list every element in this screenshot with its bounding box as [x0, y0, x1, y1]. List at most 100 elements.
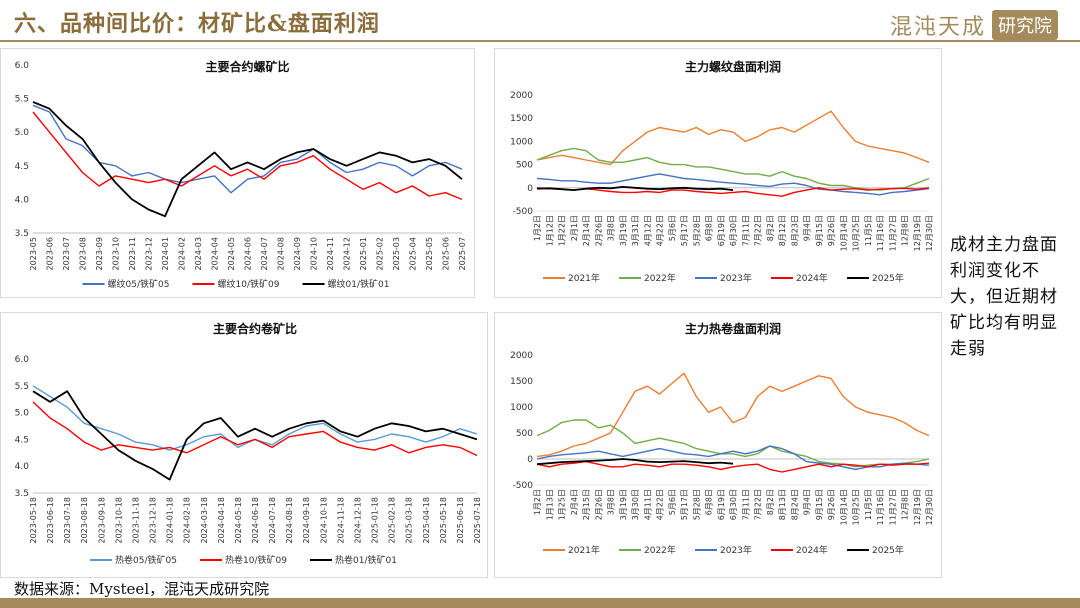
legend-label: 2023年	[720, 544, 752, 556]
series-line	[32, 390, 478, 481]
x-tick-label: 2025-05-18	[439, 497, 448, 544]
x-tick-label: 3月19日	[619, 215, 628, 246]
x-tick-label: 3月30日	[631, 489, 640, 520]
y-tick-label: 5.0	[15, 128, 30, 138]
x-tick-label: 2023-09	[95, 237, 104, 270]
x-tick-label: 5月28日	[692, 215, 701, 246]
x-tick-label: 5月6日	[668, 489, 677, 515]
y-tick-label: 4.0	[15, 195, 30, 205]
x-tick-label: 2024-11-18	[336, 497, 345, 544]
x-tick-label: 9月15日	[815, 215, 824, 246]
chart-title: 主要合约螺矿比	[205, 59, 289, 74]
x-tick-label: 8月13日	[778, 489, 787, 520]
hrc-profit-chart: 主力热卷盘面利润 -500 0 500 1000 1500 2000 1月2日 1月13日 1月2…	[510, 321, 934, 556]
y-tick-label: -500	[513, 207, 534, 217]
x-tick-label: 2024-01	[161, 237, 170, 270]
x-tick-label: 10月14日	[839, 215, 848, 251]
y-tick-label: 500	[516, 161, 533, 171]
y-tick-label: 3.5	[15, 489, 29, 499]
x-tick-label: 2023-12-18	[149, 497, 158, 544]
series-line	[32, 401, 478, 457]
series-line	[536, 372, 930, 458]
x-tick-label: 2024-02	[178, 237, 187, 270]
y-tick-label: 4.5	[15, 162, 29, 172]
data-source: 数据来源：Mysteel，混沌天成研究院	[14, 580, 270, 598]
x-tick-label: 2023-09-18	[97, 497, 106, 544]
x-tick-label: 9月4日	[803, 215, 812, 241]
x-tick-label: 6月19日	[717, 215, 726, 246]
x-tick-label: 2024-07	[260, 237, 269, 270]
x-tick-label: 2024-07-18	[268, 497, 277, 544]
x-tick-label: 2025-06-18	[456, 497, 465, 544]
series-line	[536, 186, 734, 191]
x-tick-label: 8月24日	[790, 489, 799, 520]
x-tick-label: 5月6日	[668, 215, 677, 241]
chart-title: 主力热卷盘面利润	[685, 321, 781, 336]
y-tick-label: 500	[516, 429, 533, 439]
x-tick-label: 2025-04	[409, 237, 418, 270]
x-tick-label: 2025-01-18	[371, 497, 380, 544]
legend-label: 2022年	[644, 544, 676, 556]
y-tick-label: 5.0	[15, 409, 30, 419]
x-tick-label: 1月12日	[545, 215, 554, 246]
legend-label: 热卷01/铁矿01	[335, 554, 397, 566]
x-tick-label: 2023-06-18	[46, 497, 55, 544]
x-tick-label: 9月26日	[827, 489, 836, 520]
page-title: 六、品种间比价：材矿比&盘面利润	[14, 11, 380, 37]
x-tick-label: 2月14日	[582, 215, 591, 246]
x-tick-label: 9月26日	[827, 215, 836, 246]
x-tick-label: 2024-06	[244, 237, 253, 270]
series-line	[536, 458, 734, 466]
legend-label: 2023年	[720, 272, 752, 284]
y-tick-label: 0	[527, 184, 533, 194]
y-tick-label: 1500	[510, 114, 533, 124]
y-tick-label: 1500	[510, 377, 533, 387]
x-tick-label: 10月25日	[852, 215, 861, 251]
x-tick-label: 11月27日	[888, 489, 897, 525]
x-tick-label: 12月8日	[901, 215, 910, 246]
x-tick-label: 2月15日	[582, 489, 591, 520]
x-tick-label: 2023-05-18	[29, 497, 38, 544]
x-tick-label: 1月13日	[545, 489, 554, 520]
logo-institute: 研究院	[992, 10, 1058, 40]
logo-brand: 混沌天成	[889, 15, 986, 40]
x-tick-label: 4月12日	[643, 215, 652, 246]
x-tick-label: 2024-12	[343, 237, 352, 270]
legend-label: 热卷10/铁矿09	[225, 554, 287, 566]
x-tick-label: 2024-10-18	[319, 497, 328, 544]
x-tick-label: 6月8日	[705, 215, 714, 241]
x-tick-label: 2023-10	[112, 237, 121, 270]
x-tick-label: 6月30日	[729, 215, 738, 246]
x-tick-label: 12月19日	[913, 489, 922, 525]
rebar-profit-chart-panel: 主力螺纹盘面利润 -500 0 500 1000 1500 2000 1月2日 1月12日 1月2…	[494, 48, 942, 298]
hrc-ratio-chart: 主要合约卷矿比 3.5 4.0 4.5 5.0 5.5 6.0 2023-05-18 2023-…	[15, 321, 482, 566]
x-tick-label: 8月12日	[778, 215, 787, 246]
x-tick-label: 2025-02-18	[388, 497, 397, 544]
x-tick-label: 2023-11-18	[131, 497, 140, 544]
series-line	[32, 111, 463, 201]
x-tick-label: 5月28日	[692, 489, 701, 520]
x-tick-label: 2024-08	[277, 237, 286, 270]
legend-label: 热卷05/铁矿05	[115, 554, 177, 566]
x-tick-label: 2月1日	[570, 215, 579, 241]
x-tick-label: 7月11日	[741, 489, 750, 520]
series-line	[536, 173, 930, 196]
rebar-ratio-chart: 主要合约螺矿比 3.5 4.0 4.5 5.0 5.5 6.0 2023-05 2023-06 2…	[15, 59, 467, 290]
y-tick-label: -500	[513, 481, 534, 491]
legend-label: 螺纹10/铁矿09	[218, 278, 280, 290]
x-tick-label: 2024-06-18	[251, 497, 260, 544]
legend-label: 2025年	[872, 544, 904, 556]
x-tick-label: 5月17日	[680, 215, 689, 246]
series-line	[32, 385, 478, 451]
legend-label: 螺纹01/铁矿01	[328, 278, 390, 290]
series-line	[536, 187, 930, 197]
conclusion-note: 成材主力盘面利润变化不大，但近期材矿比均有明显走弱	[950, 235, 1058, 359]
x-tick-label: 2024-10	[310, 237, 319, 270]
x-tick-label: 4月22日	[656, 215, 665, 246]
x-tick-label: 2023-05	[29, 237, 38, 270]
x-tick-label: 4月22日	[656, 489, 665, 520]
x-tick-label: 2024-05	[227, 237, 236, 270]
x-tick-label: 3月31日	[631, 215, 640, 246]
chart-title: 主要合约卷矿比	[213, 321, 297, 336]
hrc-profit-chart-panel: 主力热卷盘面利润 -500 0 500 1000 1500 2000 1月2日 1月13日 1月2…	[494, 312, 942, 578]
